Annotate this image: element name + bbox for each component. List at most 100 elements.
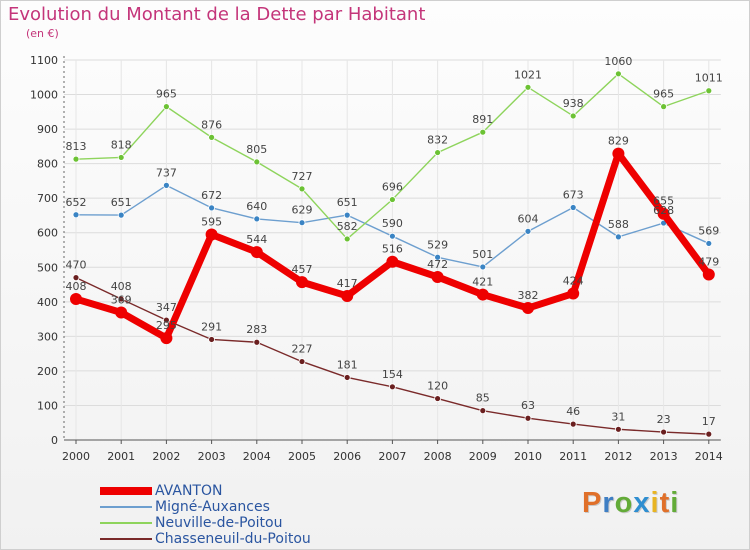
- data-point: [705, 430, 713, 438]
- data-label: 604: [518, 212, 539, 225]
- data-point: [705, 87, 713, 95]
- data-label: 640: [246, 200, 267, 213]
- data-label: 295: [156, 319, 177, 332]
- data-point: [479, 128, 487, 136]
- data-label: 938: [563, 97, 584, 110]
- chart-title: Evolution du Montant de la Dette par Hab…: [8, 4, 426, 25]
- data-point: [205, 228, 218, 241]
- data-label: 408: [66, 280, 87, 293]
- data-point: [250, 246, 263, 259]
- data-label: 652: [66, 196, 87, 209]
- data-point: [567, 287, 580, 300]
- legend-label-neuville-de-poitou: Neuville-de-Poitou: [155, 515, 283, 531]
- data-point: [569, 112, 577, 120]
- data-label: 696: [382, 181, 403, 194]
- data-point: [705, 240, 713, 247]
- data-point: [657, 207, 670, 220]
- data-point: [434, 253, 442, 261]
- data-point: [569, 204, 577, 211]
- data-point: [115, 306, 128, 319]
- y-tick-label: 0: [51, 434, 58, 447]
- data-point: [524, 83, 532, 91]
- data-label: 813: [66, 140, 87, 153]
- data-label: 672: [201, 189, 222, 202]
- x-tick-label: 2006: [333, 450, 361, 463]
- y-tick-label: 700: [37, 192, 58, 205]
- x-tick-label: 2010: [514, 450, 542, 463]
- data-point: [434, 149, 442, 156]
- proxiti-logo: Proxiti: [582, 487, 679, 520]
- data-label: 1021: [514, 68, 542, 81]
- data-label: 876: [201, 118, 222, 131]
- data-point: [72, 211, 80, 219]
- data-point: [702, 268, 715, 281]
- data-label: 369: [111, 294, 132, 307]
- data-point: [522, 302, 534, 315]
- legend-label-avanton: AVANTON: [155, 483, 223, 499]
- data-point: [388, 196, 396, 203]
- legend-swatch-neuville-de-poitou: [100, 522, 152, 524]
- data-label: 829: [608, 135, 629, 148]
- data-label: 46: [566, 405, 580, 418]
- data-point: [70, 293, 82, 306]
- data-label: 479: [698, 256, 719, 269]
- data-label: 1060: [604, 55, 632, 68]
- data-point: [117, 154, 125, 161]
- y-tick-label: 200: [37, 365, 58, 378]
- data-point: [660, 428, 667, 436]
- data-label: 529: [427, 238, 448, 251]
- y-tick-label: 500: [37, 261, 58, 274]
- data-point: [524, 414, 532, 422]
- data-label: 120: [427, 380, 448, 393]
- data-point: [208, 336, 216, 343]
- data-point: [298, 185, 306, 193]
- data-label: 347: [156, 301, 177, 314]
- y-tick-label: 300: [37, 330, 58, 343]
- x-tick-label: 2009: [469, 450, 497, 463]
- data-point: [296, 276, 308, 289]
- data-point: [615, 425, 622, 433]
- data-label: 544: [246, 233, 267, 246]
- data-label: 181: [337, 358, 358, 371]
- data-label: 818: [111, 138, 132, 151]
- data-point: [388, 232, 396, 240]
- data-label: 727: [292, 170, 313, 183]
- data-point: [612, 147, 625, 160]
- data-point: [162, 181, 170, 189]
- data-point: [253, 215, 261, 223]
- data-point: [343, 374, 351, 381]
- data-point: [343, 235, 351, 243]
- data-point: [298, 358, 306, 365]
- data-label: 965: [156, 88, 177, 101]
- logo-letter: x: [633, 487, 651, 519]
- data-point: [431, 270, 444, 283]
- data-label: 472: [427, 258, 448, 271]
- x-tick-label: 2002: [152, 450, 180, 463]
- data-point: [341, 289, 354, 302]
- data-label: 23: [657, 413, 671, 426]
- legend-label-chasseneuil-du-poitou: Chasseneuil-du-Poitou: [155, 531, 311, 547]
- data-point: [434, 395, 442, 402]
- data-label: 17: [702, 415, 716, 428]
- logo-letter: i: [670, 487, 680, 519]
- logo-letter: t: [659, 487, 671, 519]
- data-point: [479, 407, 487, 415]
- data-label: 154: [382, 368, 403, 381]
- data-label: 651: [111, 196, 132, 209]
- data-label: 417: [337, 277, 358, 290]
- data-label: 382: [518, 289, 539, 302]
- data-point: [253, 158, 261, 166]
- data-point: [388, 383, 396, 391]
- legend-swatch-chasseneuil-du-poitou: [100, 538, 152, 540]
- data-point: [117, 211, 125, 219]
- data-point: [524, 227, 532, 235]
- data-point: [208, 133, 216, 141]
- data-point: [615, 233, 622, 241]
- data-label: 85: [476, 392, 490, 405]
- data-point: [117, 295, 125, 303]
- data-label: 832: [427, 134, 448, 147]
- data-label: 227: [292, 343, 313, 356]
- x-tick-label: 2003: [198, 450, 226, 463]
- logo-letter: P: [582, 487, 603, 519]
